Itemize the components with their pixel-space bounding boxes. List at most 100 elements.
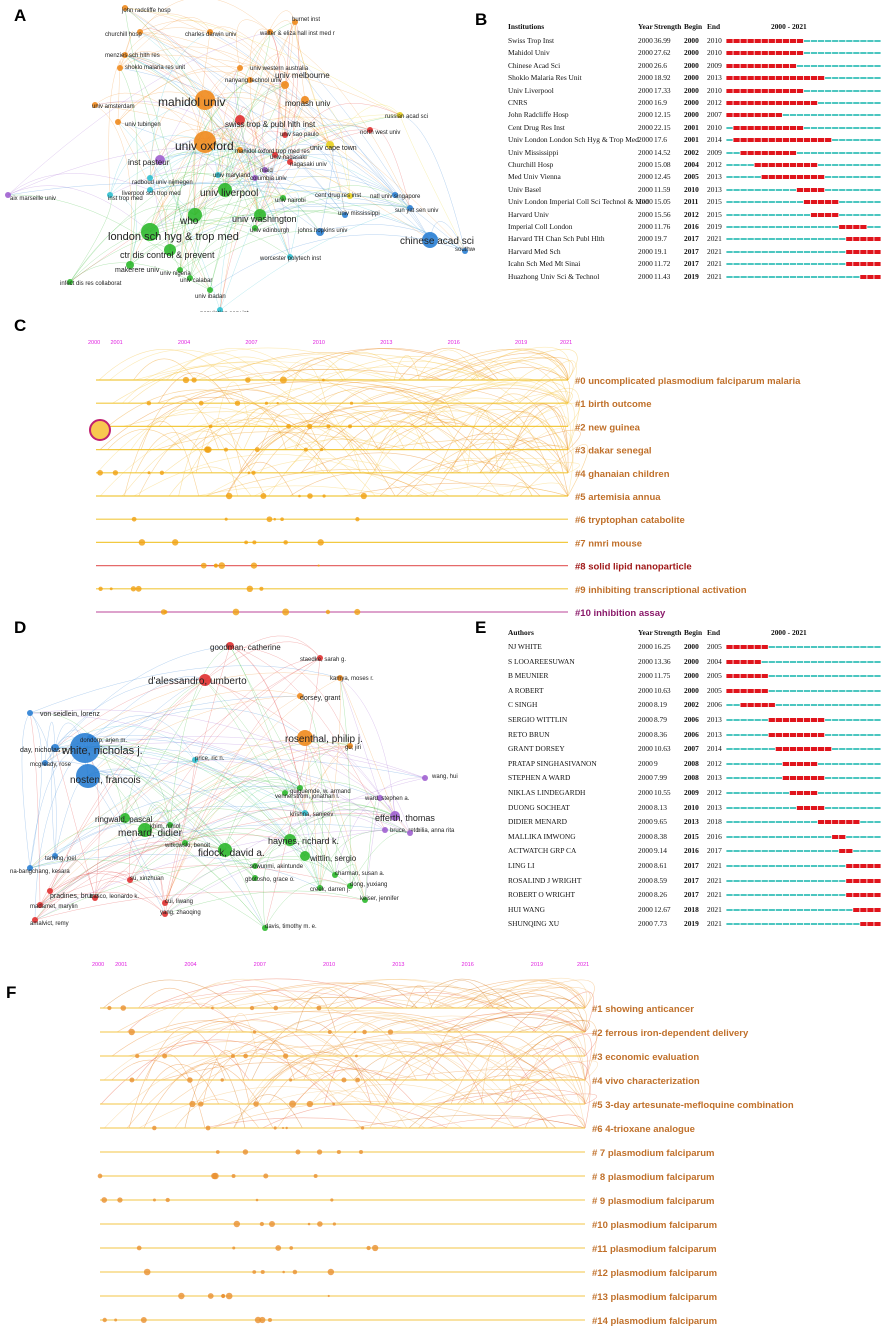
institution-burst-burst-segment bbox=[874, 262, 881, 267]
timeline-f-citation-arc bbox=[104, 1052, 387, 1129]
timeline-f-citation-arc bbox=[199, 986, 306, 1009]
institution-burst-row: Chinese Acad Sci 2000 26.6 2000 2009 bbox=[508, 61, 883, 71]
timeline-c-citation-arc bbox=[135, 432, 213, 473]
institution-burst-base-segment bbox=[810, 226, 818, 228]
timeline-f-citation-arc bbox=[291, 1069, 418, 1081]
author-burst-base-segment bbox=[860, 821, 867, 823]
institution-burst-base-segment bbox=[817, 89, 825, 92]
author-burst-base-segment bbox=[768, 879, 775, 882]
author-burst-cell-strength: 9.65 bbox=[654, 817, 667, 827]
author-burst-cell-name: S LOOAREESUWAN bbox=[508, 656, 575, 666]
timeline-c-cluster-label: #9 inhibiting transcriptional activation bbox=[575, 585, 747, 596]
author-edge bbox=[262, 839, 291, 929]
author-burst-burst-bar bbox=[726, 878, 881, 883]
institution-burst-base-segment bbox=[853, 139, 860, 141]
institution-burst-base-segment bbox=[853, 126, 860, 129]
institution-burst-row: Churchill Hosp 2000 15.08 2004 2012 bbox=[508, 160, 883, 170]
author-node bbox=[300, 851, 310, 861]
timeline-f-citation-arc bbox=[420, 979, 586, 1009]
institution-edge bbox=[159, 151, 261, 216]
institution-burst-burst-segment bbox=[853, 262, 860, 267]
institution-edge bbox=[119, 51, 206, 101]
timeline-c-node bbox=[224, 447, 228, 452]
author-burst-burst-segment bbox=[846, 820, 853, 825]
institution-burst-base-segment bbox=[860, 52, 867, 55]
timeline-c-node bbox=[254, 447, 260, 453]
author-burst-base-segment bbox=[825, 660, 832, 663]
timeline-c-citation-arc bbox=[314, 425, 361, 473]
institution-burst-cell-strength: 17.33 bbox=[654, 85, 671, 95]
institution-edge bbox=[159, 129, 241, 161]
author-burst-base-segment bbox=[839, 719, 846, 721]
author-burst-cell-year: 2000 bbox=[638, 729, 653, 739]
institution-edge bbox=[124, 7, 211, 291]
author-edge bbox=[339, 677, 381, 799]
institution-burst-burst-segment bbox=[789, 163, 797, 167]
author-burst-base-segment bbox=[789, 879, 797, 882]
institution-burst-cell-name: Huazhong Univ Sci & Technol bbox=[508, 271, 600, 281]
timeline-f-citation-arc bbox=[116, 993, 380, 1033]
author-burst-base-segment bbox=[768, 865, 775, 867]
timeline-c-citation-arc bbox=[212, 352, 442, 381]
author-burst-cell-begin: 2000 bbox=[684, 685, 699, 695]
institution-burst-base-segment bbox=[775, 238, 782, 241]
author-burst-base-segment bbox=[726, 748, 733, 750]
author-node bbox=[47, 888, 53, 894]
institution-burst-base-segment bbox=[726, 164, 733, 166]
institution-burst-burst-bar bbox=[726, 125, 881, 130]
institution-node-label: univ cape town bbox=[310, 145, 357, 152]
institution-burst-base-segment bbox=[789, 213, 797, 216]
timeline-c-citation-arc bbox=[417, 349, 480, 381]
timeline-c-cluster-label: #1 birth outcome bbox=[575, 399, 652, 410]
timeline-f-node bbox=[165, 1197, 170, 1203]
author-burst-base-segment bbox=[789, 850, 797, 853]
institution-burst-burst-segment bbox=[747, 125, 754, 130]
timeline-c-citation-arc bbox=[505, 429, 581, 450]
timeline-f-node bbox=[211, 1172, 218, 1180]
timeline-c-citation-arc bbox=[489, 437, 569, 473]
author-burst-burst-segment bbox=[874, 864, 881, 868]
author-burst-base-segment bbox=[810, 908, 818, 911]
institution-burst-base-segment bbox=[726, 238, 733, 241]
institution-edge bbox=[108, 54, 126, 196]
timeline-c-citation-arc bbox=[138, 430, 266, 497]
institution-node-label: charles darwin univ bbox=[185, 32, 236, 38]
institution-burst-base-segment bbox=[810, 275, 818, 278]
institution-burst-base-segment bbox=[740, 238, 747, 241]
institution-burst-cell-end: 2015 bbox=[707, 209, 722, 219]
author-burst-burst-segment bbox=[740, 645, 747, 649]
institution-burst-base-segment bbox=[839, 114, 846, 117]
institution-burst-cell-name: John Radcliffe Hosp bbox=[508, 110, 569, 120]
institution-edge bbox=[149, 124, 331, 179]
institution-node bbox=[207, 287, 213, 293]
author-edge bbox=[319, 677, 341, 889]
institution-burst-burst-bar bbox=[726, 175, 881, 180]
author-burst-base-segment bbox=[726, 733, 733, 736]
author-burst-base-segment bbox=[825, 792, 832, 794]
author-burst-base-segment bbox=[754, 777, 761, 780]
institution-edge bbox=[274, 144, 346, 216]
author-burst-base-segment bbox=[839, 806, 846, 809]
institution-burst-base-segment bbox=[796, 238, 804, 241]
author-edge bbox=[169, 645, 231, 826]
institution-burst-base-segment bbox=[846, 114, 853, 117]
author-node bbox=[138, 823, 152, 837]
timeline-c-citation-arc bbox=[379, 433, 569, 497]
author-edge bbox=[89, 734, 301, 789]
timeline-f-citation-arc bbox=[198, 1049, 336, 1081]
author-edge bbox=[84, 742, 426, 779]
institution-burst-cell-name: Univ Mississippi bbox=[508, 147, 559, 157]
author-burst-base-segment bbox=[761, 806, 768, 809]
timeline-c-node bbox=[307, 493, 313, 499]
author-burst-cell-strength: 10.55 bbox=[654, 788, 671, 797]
author-burst-cell-strength: 8.61 bbox=[654, 861, 667, 870]
author-node-label: goodman, catherine bbox=[210, 643, 281, 652]
author-burst-base-segment bbox=[733, 879, 740, 882]
timeline-c-citation-arc bbox=[168, 466, 252, 497]
institution-burst-base-segment bbox=[839, 164, 846, 166]
author-burst-base-segment bbox=[803, 675, 811, 677]
institution-node-label: univ edinburgh bbox=[250, 228, 289, 234]
timeline-c-citation-arc bbox=[156, 381, 430, 404]
timeline-f-node bbox=[316, 1005, 322, 1011]
institution-burst-burst-segment bbox=[754, 63, 761, 68]
